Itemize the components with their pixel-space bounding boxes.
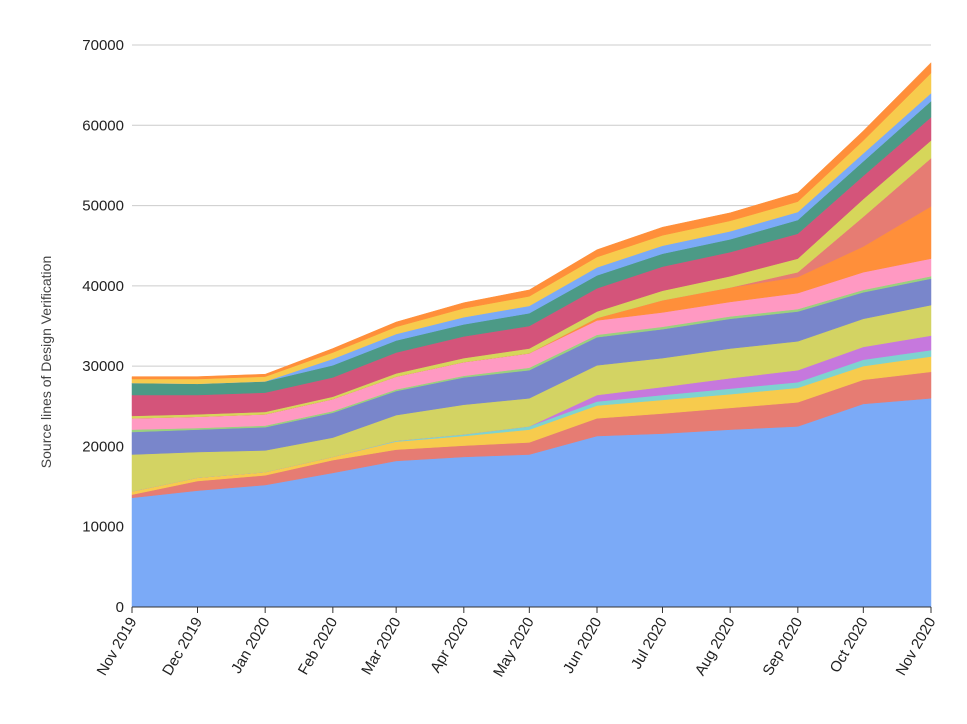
y-tick-label: 60000 <box>82 117 124 134</box>
x-tick-label: Oct 2020 <box>827 615 872 676</box>
x-tick-label: Sep 2020 <box>759 615 806 679</box>
x-tick-label: May 2020 <box>490 615 538 681</box>
x-tick-label: Mar 2020 <box>358 615 404 678</box>
x-tick-label: Nov 2019 <box>94 615 141 679</box>
y-axis-title: Source lines of Design Verification <box>38 256 54 468</box>
y-tick-label: 0 <box>116 599 124 616</box>
y-tick-label: 30000 <box>82 358 124 375</box>
x-tick-label: Dec 2019 <box>159 615 206 679</box>
series-areas <box>131 62 932 608</box>
y-tick-label: 20000 <box>82 438 124 455</box>
y-tick-label: 70000 <box>82 37 124 54</box>
x-tick-label: Jun 2020 <box>560 615 606 677</box>
y-tick-label: 10000 <box>82 519 124 536</box>
x-tick-label: Nov 2020 <box>893 615 940 679</box>
y-tick-label: 50000 <box>82 198 124 215</box>
x-tick-label: Jul 2020 <box>628 615 671 673</box>
x-tick-label: Apr 2020 <box>427 615 472 676</box>
x-tick-label: Jan 2020 <box>228 615 274 677</box>
series-area-17 <box>131 62 932 380</box>
x-tick-label: Feb 2020 <box>295 615 341 678</box>
y-tick-label: 40000 <box>82 278 124 295</box>
x-tick-label: Aug 2020 <box>692 615 739 679</box>
